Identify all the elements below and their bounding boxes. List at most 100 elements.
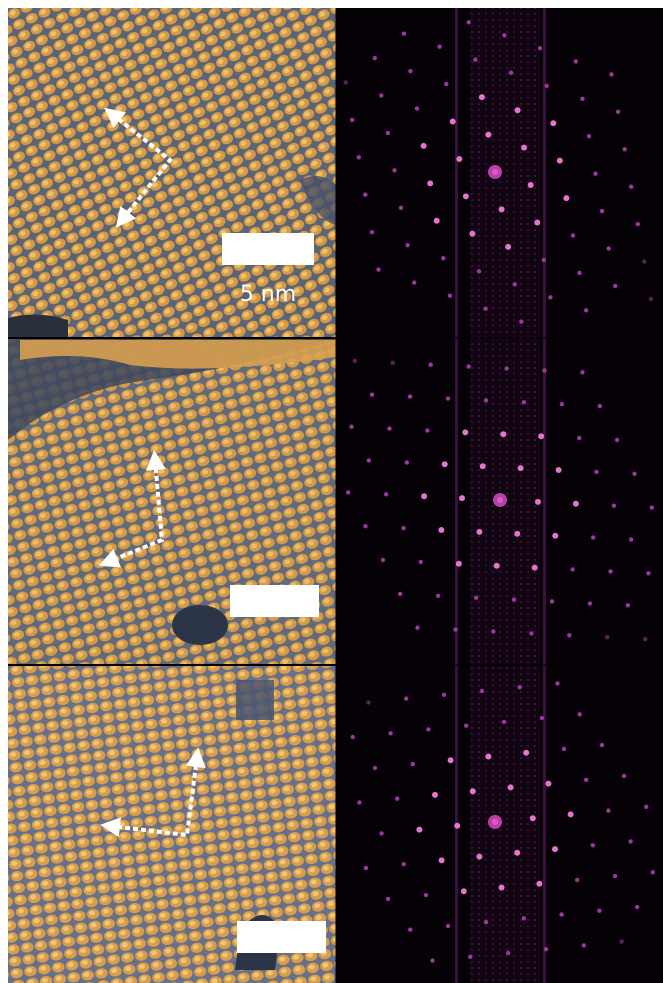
fft-spot bbox=[598, 404, 602, 408]
fft-spot bbox=[644, 805, 648, 809]
streak bbox=[543, 8, 546, 983]
fft-spot bbox=[515, 107, 521, 113]
fft-spot bbox=[606, 808, 610, 812]
fft-spot bbox=[562, 747, 566, 751]
fft-spot bbox=[344, 80, 348, 84]
fft-spot bbox=[600, 209, 604, 213]
fft-spot bbox=[476, 854, 482, 860]
fft-spot bbox=[412, 280, 416, 284]
fft-spot bbox=[575, 878, 579, 882]
fft-spot bbox=[542, 258, 546, 262]
fft-spot bbox=[408, 394, 412, 398]
fft-spot bbox=[609, 72, 613, 76]
fft-spot bbox=[521, 145, 527, 151]
defect bbox=[236, 680, 274, 720]
fft-spot bbox=[453, 627, 457, 631]
fft-spot bbox=[456, 156, 462, 162]
fft-spot bbox=[468, 955, 472, 959]
fft-spot bbox=[499, 885, 505, 891]
fft-spot bbox=[628, 839, 632, 843]
fft-spot bbox=[462, 429, 468, 435]
figure: 5 nm bbox=[0, 0, 663, 983]
fft-spot bbox=[479, 94, 485, 100]
fft-spot bbox=[556, 467, 562, 473]
fft-spot bbox=[491, 629, 495, 633]
fft-spot bbox=[398, 592, 402, 596]
fft-spot bbox=[469, 231, 475, 237]
fft-spot bbox=[366, 700, 370, 704]
fft-spot bbox=[466, 364, 470, 368]
fft-spot bbox=[379, 831, 383, 835]
fft-spot bbox=[484, 398, 488, 402]
fft-spot bbox=[350, 118, 354, 122]
fft-spot bbox=[415, 626, 419, 630]
fft-spot bbox=[514, 850, 520, 856]
fft-spot bbox=[636, 222, 640, 226]
scale-bar bbox=[237, 921, 326, 953]
fft-spot bbox=[426, 727, 430, 731]
fft-spot bbox=[373, 56, 377, 60]
fft-spot bbox=[600, 743, 604, 747]
fft-spot bbox=[502, 33, 506, 37]
scale-bar-label: 5 nm bbox=[240, 282, 296, 307]
fft-spot bbox=[349, 425, 353, 429]
fft-spot bbox=[438, 527, 444, 533]
fft-spot bbox=[401, 526, 405, 530]
fft-spot bbox=[367, 458, 371, 462]
fft-spot bbox=[411, 762, 415, 766]
fft-spot bbox=[540, 716, 544, 720]
fft-spot bbox=[506, 951, 510, 955]
fft-spot bbox=[582, 943, 586, 947]
fft-spot bbox=[550, 599, 554, 603]
fft-spot bbox=[408, 928, 412, 932]
defect bbox=[172, 605, 228, 645]
fft-spot bbox=[446, 924, 450, 928]
fft-spot bbox=[512, 597, 516, 601]
fft-spot bbox=[463, 193, 469, 199]
fft-spot bbox=[502, 720, 506, 724]
fft-spot bbox=[552, 846, 558, 852]
defect bbox=[8, 314, 68, 338]
fft-spot bbox=[544, 947, 548, 951]
fft-spot bbox=[485, 132, 491, 138]
fft-panels bbox=[336, 8, 663, 983]
fft-spot bbox=[605, 635, 609, 639]
fft-spot bbox=[650, 505, 654, 509]
fft-spot bbox=[545, 781, 551, 787]
fft-spot bbox=[351, 735, 355, 739]
fft-spot bbox=[518, 465, 524, 471]
fft-spot bbox=[508, 784, 514, 790]
fft-spot bbox=[523, 750, 529, 756]
fft-spot bbox=[494, 563, 500, 569]
fft-spot bbox=[404, 696, 408, 700]
fft-spot bbox=[454, 823, 460, 829]
fft-spot bbox=[405, 460, 409, 464]
page: 5 nm (() => { const data = JSON.parse(do… bbox=[0, 0, 663, 983]
fft-spot bbox=[619, 939, 623, 943]
fft-spot bbox=[442, 693, 446, 697]
fft-spot bbox=[429, 363, 433, 367]
fft-spot bbox=[442, 461, 448, 467]
fft-spot bbox=[580, 370, 584, 374]
scale-bar bbox=[230, 585, 319, 617]
fft-spot bbox=[573, 501, 579, 507]
fft-spot bbox=[570, 567, 574, 571]
fft-spot bbox=[408, 69, 412, 73]
fft-spot bbox=[552, 533, 558, 539]
fft-spot bbox=[580, 97, 584, 101]
fft-spot bbox=[436, 594, 440, 598]
fft-spot bbox=[379, 93, 383, 97]
fft-spot bbox=[563, 195, 569, 201]
fft-spot bbox=[578, 712, 582, 716]
fft-spot bbox=[559, 912, 563, 916]
fft-spot bbox=[532, 565, 538, 571]
fft-spot bbox=[459, 495, 465, 501]
fft-spot bbox=[419, 560, 423, 564]
fft-spot bbox=[632, 472, 636, 476]
fft-spot bbox=[535, 499, 541, 505]
fft-center bbox=[493, 493, 507, 507]
fft-spot bbox=[550, 120, 556, 126]
fft-spot bbox=[477, 269, 481, 273]
fft-spot bbox=[557, 158, 563, 164]
fft-center bbox=[488, 165, 502, 179]
